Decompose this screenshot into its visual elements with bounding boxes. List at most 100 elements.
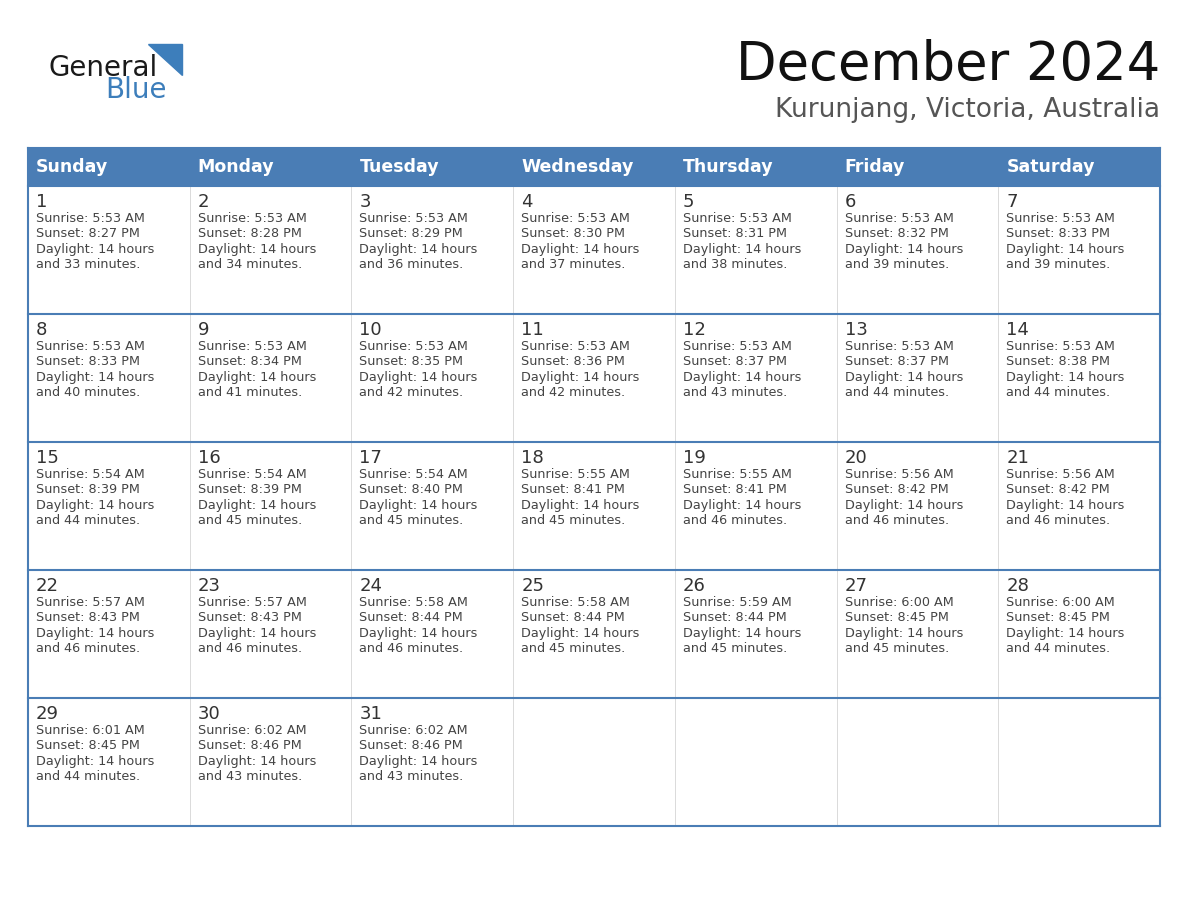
Text: 9: 9 <box>197 321 209 339</box>
Text: and 37 minutes.: and 37 minutes. <box>522 258 626 271</box>
Text: and 42 minutes.: and 42 minutes. <box>522 386 625 399</box>
Text: Sunset: 8:36 PM: Sunset: 8:36 PM <box>522 355 625 368</box>
Text: General: General <box>48 54 157 82</box>
Text: Daylight: 14 hours: Daylight: 14 hours <box>36 498 154 511</box>
Text: Daylight: 14 hours: Daylight: 14 hours <box>1006 242 1125 255</box>
Text: 17: 17 <box>360 449 383 467</box>
Text: and 46 minutes.: and 46 minutes. <box>1006 514 1111 527</box>
Text: Sunrise: 5:53 AM: Sunrise: 5:53 AM <box>522 340 630 353</box>
Text: 13: 13 <box>845 321 867 339</box>
Text: Sunset: 8:43 PM: Sunset: 8:43 PM <box>197 611 302 624</box>
Text: Sunrise: 5:53 AM: Sunrise: 5:53 AM <box>36 211 145 225</box>
Text: Daylight: 14 hours: Daylight: 14 hours <box>36 755 154 767</box>
Text: 29: 29 <box>36 705 59 723</box>
Text: 5: 5 <box>683 193 694 211</box>
Text: and 46 minutes.: and 46 minutes. <box>360 642 463 655</box>
Text: Daylight: 14 hours: Daylight: 14 hours <box>197 371 316 384</box>
Text: and 43 minutes.: and 43 minutes. <box>683 386 788 399</box>
Text: Sunrise: 5:53 AM: Sunrise: 5:53 AM <box>845 211 954 225</box>
Text: Sunset: 8:29 PM: Sunset: 8:29 PM <box>360 227 463 240</box>
Text: Sunrise: 6:02 AM: Sunrise: 6:02 AM <box>197 723 307 736</box>
Text: Sunset: 8:39 PM: Sunset: 8:39 PM <box>197 483 302 496</box>
Text: and 40 minutes.: and 40 minutes. <box>36 386 140 399</box>
Text: 23: 23 <box>197 577 221 595</box>
Text: Sunrise: 6:02 AM: Sunrise: 6:02 AM <box>360 723 468 736</box>
Text: Sunset: 8:41 PM: Sunset: 8:41 PM <box>522 483 625 496</box>
Text: Sunset: 8:30 PM: Sunset: 8:30 PM <box>522 227 625 240</box>
Text: and 44 minutes.: and 44 minutes. <box>36 514 140 527</box>
Text: Sunrise: 5:53 AM: Sunrise: 5:53 AM <box>1006 340 1116 353</box>
Text: Daylight: 14 hours: Daylight: 14 hours <box>360 755 478 767</box>
Text: Daylight: 14 hours: Daylight: 14 hours <box>197 498 316 511</box>
Text: and 39 minutes.: and 39 minutes. <box>1006 258 1111 271</box>
Text: 7: 7 <box>1006 193 1018 211</box>
Text: Daylight: 14 hours: Daylight: 14 hours <box>522 498 639 511</box>
Text: 14: 14 <box>1006 321 1029 339</box>
Text: Sunday: Sunday <box>36 158 108 176</box>
Text: Daylight: 14 hours: Daylight: 14 hours <box>360 242 478 255</box>
Text: 4: 4 <box>522 193 532 211</box>
Text: Tuesday: Tuesday <box>360 158 440 176</box>
Text: Sunset: 8:44 PM: Sunset: 8:44 PM <box>522 611 625 624</box>
Text: Sunrise: 5:53 AM: Sunrise: 5:53 AM <box>360 340 468 353</box>
Text: and 45 minutes.: and 45 minutes. <box>360 514 463 527</box>
Text: Sunrise: 5:53 AM: Sunrise: 5:53 AM <box>683 211 791 225</box>
Text: Daylight: 14 hours: Daylight: 14 hours <box>36 242 154 255</box>
Text: Sunrise: 5:55 AM: Sunrise: 5:55 AM <box>522 467 630 480</box>
Text: Daylight: 14 hours: Daylight: 14 hours <box>36 626 154 640</box>
Text: 8: 8 <box>36 321 48 339</box>
Text: December 2024: December 2024 <box>735 39 1159 91</box>
Text: 18: 18 <box>522 449 544 467</box>
Text: and 44 minutes.: and 44 minutes. <box>845 386 949 399</box>
Text: Daylight: 14 hours: Daylight: 14 hours <box>1006 498 1125 511</box>
Text: Sunset: 8:42 PM: Sunset: 8:42 PM <box>1006 483 1110 496</box>
Text: and 39 minutes.: and 39 minutes. <box>845 258 949 271</box>
Text: Wednesday: Wednesday <box>522 158 633 176</box>
Bar <box>29 148 1159 186</box>
Text: Sunrise: 5:53 AM: Sunrise: 5:53 AM <box>360 211 468 225</box>
Text: 1: 1 <box>36 193 48 211</box>
Text: 10: 10 <box>360 321 383 339</box>
Text: Daylight: 14 hours: Daylight: 14 hours <box>197 755 316 767</box>
Text: Sunrise: 5:58 AM: Sunrise: 5:58 AM <box>360 596 468 609</box>
Text: Daylight: 14 hours: Daylight: 14 hours <box>845 371 963 384</box>
Text: Sunrise: 6:00 AM: Sunrise: 6:00 AM <box>1006 596 1116 609</box>
Text: Daylight: 14 hours: Daylight: 14 hours <box>845 626 963 640</box>
Text: Sunset: 8:34 PM: Sunset: 8:34 PM <box>197 355 302 368</box>
Text: and 44 minutes.: and 44 minutes. <box>1006 386 1111 399</box>
Text: Daylight: 14 hours: Daylight: 14 hours <box>197 242 316 255</box>
Text: and 45 minutes.: and 45 minutes. <box>522 642 625 655</box>
Text: 31: 31 <box>360 705 383 723</box>
Text: Daylight: 14 hours: Daylight: 14 hours <box>360 498 478 511</box>
Text: Sunset: 8:46 PM: Sunset: 8:46 PM <box>360 739 463 752</box>
Text: Daylight: 14 hours: Daylight: 14 hours <box>683 626 801 640</box>
Text: 24: 24 <box>360 577 383 595</box>
Text: Sunrise: 5:57 AM: Sunrise: 5:57 AM <box>36 596 145 609</box>
Text: 19: 19 <box>683 449 706 467</box>
Text: Sunset: 8:28 PM: Sunset: 8:28 PM <box>197 227 302 240</box>
Text: Sunrise: 5:53 AM: Sunrise: 5:53 AM <box>683 340 791 353</box>
Text: Sunset: 8:32 PM: Sunset: 8:32 PM <box>845 227 948 240</box>
Text: Sunset: 8:37 PM: Sunset: 8:37 PM <box>683 355 786 368</box>
Text: and 36 minutes.: and 36 minutes. <box>360 258 463 271</box>
Text: and 46 minutes.: and 46 minutes. <box>845 514 949 527</box>
Text: Sunset: 8:45 PM: Sunset: 8:45 PM <box>1006 611 1110 624</box>
Text: Sunrise: 6:00 AM: Sunrise: 6:00 AM <box>845 596 953 609</box>
Text: 27: 27 <box>845 577 867 595</box>
Text: Sunrise: 5:53 AM: Sunrise: 5:53 AM <box>522 211 630 225</box>
Text: Sunset: 8:45 PM: Sunset: 8:45 PM <box>36 739 140 752</box>
Text: Daylight: 14 hours: Daylight: 14 hours <box>1006 371 1125 384</box>
Text: 11: 11 <box>522 321 544 339</box>
Text: Monday: Monday <box>197 158 274 176</box>
Text: Sunrise: 5:53 AM: Sunrise: 5:53 AM <box>845 340 954 353</box>
Text: Daylight: 14 hours: Daylight: 14 hours <box>845 498 963 511</box>
Text: Sunrise: 5:56 AM: Sunrise: 5:56 AM <box>845 467 953 480</box>
Text: Sunset: 8:46 PM: Sunset: 8:46 PM <box>197 739 302 752</box>
Text: Daylight: 14 hours: Daylight: 14 hours <box>683 371 801 384</box>
Text: Daylight: 14 hours: Daylight: 14 hours <box>683 242 801 255</box>
Text: Sunset: 8:40 PM: Sunset: 8:40 PM <box>360 483 463 496</box>
Bar <box>29 186 1159 314</box>
Text: Sunset: 8:42 PM: Sunset: 8:42 PM <box>845 483 948 496</box>
Text: and 44 minutes.: and 44 minutes. <box>1006 642 1111 655</box>
Text: 3: 3 <box>360 193 371 211</box>
